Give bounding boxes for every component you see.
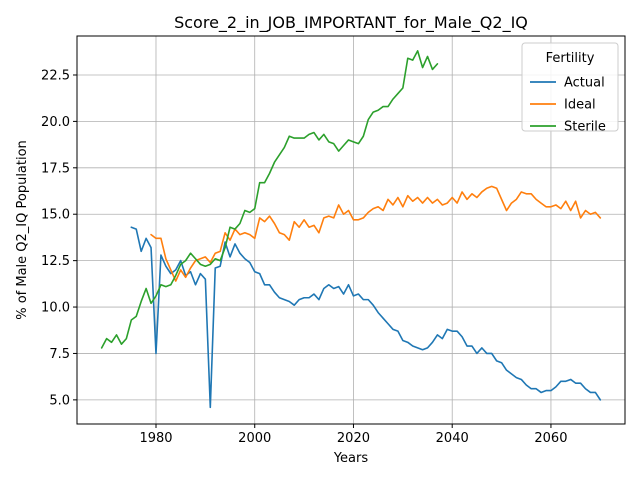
legend-items: Actual Ideal Sterile (530, 76, 606, 135)
legend-label-sterile: Sterile (564, 120, 606, 135)
series-line-sterile (100, 50, 439, 349)
y-tick-label: 15.0 (41, 208, 70, 223)
y-axis-label: % of Male Q2_IQ Population (15, 140, 30, 320)
legend: Fertility Actual Ideal Sterile (521, 42, 619, 135)
y-tick-label: 17.5 (41, 161, 70, 176)
y-tick-label: 7.5 (49, 347, 70, 362)
legend-label-ideal: Ideal (564, 98, 596, 113)
y-tick-label: 22.5 (41, 68, 70, 83)
legend-box (521, 42, 619, 132)
legend-title: Fertility (546, 51, 595, 66)
x-tick-label: 2020 (337, 431, 370, 446)
plot-frame (76, 35, 626, 425)
series-layer (100, 50, 602, 409)
legend-label-actual: Actual (564, 76, 605, 91)
x-tick-label: 2000 (238, 431, 271, 446)
y-tick-label: 12.5 (41, 254, 70, 269)
chart-title: Score_2_in_JOB_IMPORTANT_for_Male_Q2_IQ (174, 13, 528, 33)
x-tick-label: 2060 (534, 431, 567, 446)
y-tick-label: 20.0 (41, 115, 70, 130)
series-line-ideal (150, 185, 602, 282)
y-tick-label: 5.0 (49, 393, 70, 408)
y-tick-label: 10.0 (41, 301, 70, 316)
x-axis-label: Years (333, 451, 369, 466)
y-axis: 5.0 7.5 10.0 12.5 15.0 17.5 20.0 22.5 (41, 68, 77, 408)
x-tick-label: 1980 (139, 431, 172, 446)
series-line-actual (130, 226, 602, 409)
x-tick-label: 2040 (436, 431, 469, 446)
x-axis: 1980 2000 2020 2040 2060 (139, 424, 567, 446)
